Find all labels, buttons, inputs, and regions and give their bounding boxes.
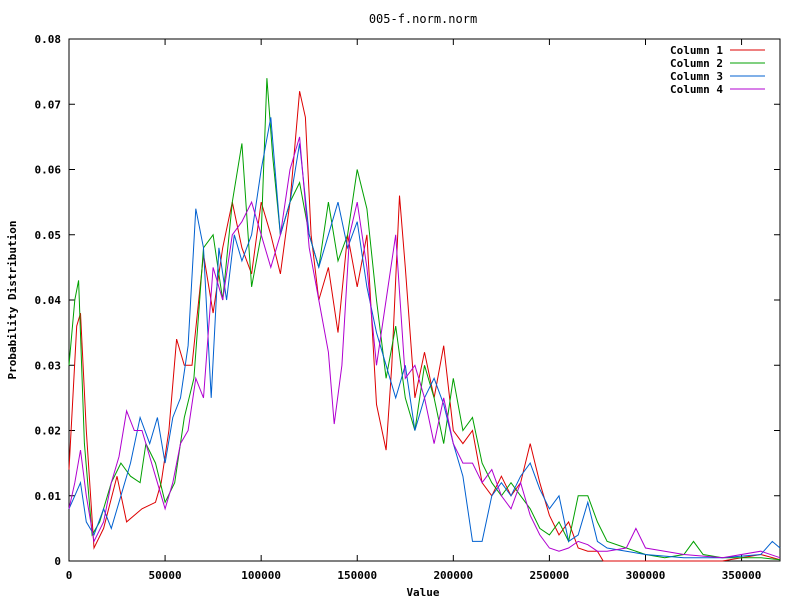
series-line-column-3 bbox=[68, 117, 781, 559]
x-tick-label: 150000 bbox=[337, 569, 377, 582]
series-layer bbox=[68, 78, 781, 562]
x-tick-label: 200000 bbox=[433, 569, 473, 582]
x-axis-label: Value bbox=[406, 586, 439, 599]
x-tick-label: 300000 bbox=[626, 569, 666, 582]
x-tick-label: 0 bbox=[66, 569, 73, 582]
x-tick-label: 350000 bbox=[722, 569, 762, 582]
legend-label: Column 3 bbox=[670, 70, 723, 83]
y-tick-label: 0.06 bbox=[35, 164, 62, 177]
plot-frame bbox=[68, 38, 781, 562]
y-tick-label: 0.02 bbox=[35, 425, 62, 438]
chart-title: 005-f.norm.norm bbox=[369, 12, 477, 26]
x-axis: 0 50000 100000 150000 200000 250000 300000 3500… bbox=[66, 39, 762, 582]
x-tick-label: 50000 bbox=[149, 569, 182, 582]
legend-label: Column 2 bbox=[670, 57, 723, 70]
x-tick-label: 250000 bbox=[530, 569, 570, 582]
y-tick-label: 0.07 bbox=[35, 98, 62, 111]
y-tick-label: 0.08 bbox=[35, 33, 62, 46]
series-line-column-1 bbox=[68, 91, 781, 562]
y-tick-label: 0 bbox=[54, 555, 61, 568]
y-tick-label: 0.05 bbox=[35, 229, 62, 242]
y-axis-label: Probability Distribution bbox=[6, 221, 19, 380]
y-tick-label: 0.03 bbox=[35, 359, 62, 372]
series-line-column-2 bbox=[68, 78, 781, 561]
y-axis: 0 0.01 0.02 0.03 0.04 0.05 0.06 0.07 0.08 bbox=[35, 33, 780, 568]
legend-label: Column 1 bbox=[670, 44, 723, 57]
y-tick-label: 0.01 bbox=[35, 490, 62, 503]
series-line-column-4 bbox=[68, 136, 781, 559]
y-tick-label: 0.04 bbox=[35, 294, 62, 307]
legend-label: Column 4 bbox=[670, 83, 723, 96]
x-tick-label: 100000 bbox=[241, 569, 281, 582]
